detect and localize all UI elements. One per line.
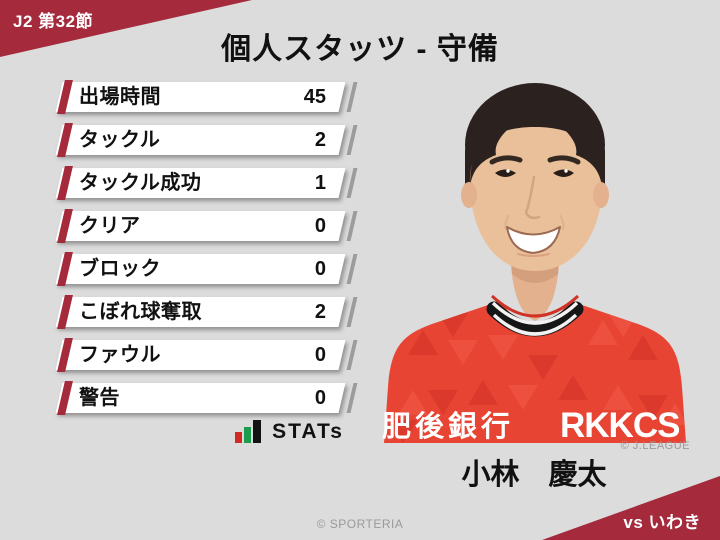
stat-row-end-slash bbox=[346, 254, 358, 284]
stat-row: ファウル 0 bbox=[55, 338, 358, 372]
stat-row: タックル成功 1 bbox=[55, 166, 358, 200]
stat-label: ファウル bbox=[79, 344, 161, 366]
stat-value: 0 bbox=[314, 215, 326, 237]
stat-row: ブロック 0 bbox=[55, 252, 358, 286]
stat-row: 警告 0 bbox=[55, 381, 358, 415]
stat-label: ブロック bbox=[79, 258, 161, 280]
stat-label: 警告 bbox=[79, 387, 120, 409]
stat-row-end-slash bbox=[346, 211, 358, 241]
stat-value: 2 bbox=[314, 301, 326, 323]
stat-value: 0 bbox=[314, 344, 326, 366]
player-name: 小林 慶太 bbox=[461, 459, 607, 491]
bar-chart-icon bbox=[235, 420, 263, 443]
stat-row-end-slash bbox=[346, 340, 358, 370]
stat-label: クリア bbox=[79, 215, 141, 237]
stats-logo: STATs bbox=[235, 419, 344, 443]
photo-credit: © J.LEAGUE bbox=[620, 440, 690, 452]
stat-value: 2 bbox=[314, 129, 326, 151]
stat-label: 出場時間 bbox=[79, 86, 161, 108]
player-portrait-illustration: 肥後銀行 RKKCS bbox=[382, 83, 686, 445]
stat-row-end-slash bbox=[346, 125, 358, 155]
stat-row-end-slash bbox=[346, 168, 358, 198]
stat-row-end-slash bbox=[346, 82, 358, 112]
stat-row-end-slash bbox=[346, 383, 358, 413]
stats-logo-text: STATs bbox=[272, 420, 344, 443]
stats-table: 出場時間 45 タックル 2 タックル成功 1 クリア 0 bbox=[55, 80, 358, 426]
stat-row-end-slash bbox=[346, 297, 358, 327]
stat-value: 45 bbox=[303, 86, 326, 108]
page-title: 個人スタッツ - 守備 bbox=[221, 33, 499, 66]
jersey-sponsor-right: RKKCS bbox=[560, 406, 679, 443]
match-round-label: J2 第32節 bbox=[13, 12, 94, 31]
stat-row: こぼれ球奪取 2 bbox=[55, 295, 358, 329]
opponent-label: vs いわき bbox=[623, 513, 701, 532]
player-photo: 肥後銀行 RKKCS bbox=[378, 75, 690, 445]
stat-value: 1 bbox=[314, 172, 326, 194]
stat-label: タックル成功 bbox=[79, 172, 202, 194]
stat-label: タックル bbox=[79, 129, 161, 151]
site-credit: © SPORTERIA bbox=[316, 517, 404, 531]
stat-value: 0 bbox=[314, 258, 326, 280]
stat-label: こぼれ球奪取 bbox=[79, 301, 202, 323]
stat-row: 出場時間 45 bbox=[55, 80, 358, 114]
jersey-sponsor-left: 肥後銀行 bbox=[382, 410, 514, 443]
stat-value: 0 bbox=[314, 387, 326, 409]
stat-row: クリア 0 bbox=[55, 209, 358, 243]
stat-row: タックル 2 bbox=[55, 123, 358, 157]
